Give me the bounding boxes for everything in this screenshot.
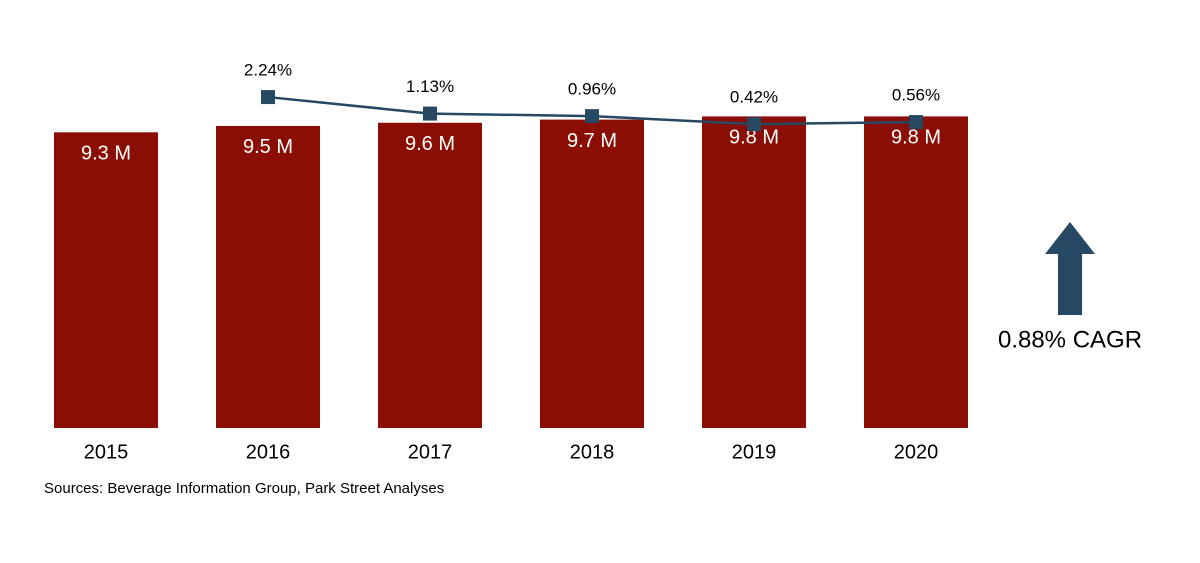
x-tick-label: 2020 xyxy=(894,441,939,463)
bar-value-label: 9.3 M xyxy=(81,143,131,165)
bar-value-label: 9.8 M xyxy=(891,127,941,149)
line-value-label: 0.42% xyxy=(730,88,778,107)
x-tick-label: 2016 xyxy=(246,441,291,463)
bar xyxy=(216,125,320,428)
bar-value-label: 9.8 M xyxy=(729,127,779,149)
line-marker xyxy=(261,90,275,105)
bar xyxy=(54,132,158,429)
cagr-annotation: 0.88% CAGR xyxy=(998,326,1142,353)
line-value-label: 1.13% xyxy=(406,77,454,96)
up-arrow xyxy=(1045,222,1095,315)
bar-value-label: 9.5 M xyxy=(243,136,293,158)
line-marker xyxy=(747,117,761,132)
line-marker xyxy=(909,115,923,130)
bar-value-label: 9.7 M xyxy=(567,130,617,152)
bar xyxy=(702,116,806,429)
bar-value-label: 9.6 M xyxy=(405,133,455,155)
line-value-label: 0.56% xyxy=(892,86,940,105)
line-marker xyxy=(585,109,599,124)
bar xyxy=(540,119,644,428)
x-tick-label: 2019 xyxy=(732,441,777,463)
x-tick-label: 2017 xyxy=(408,441,453,463)
line-marker xyxy=(423,106,437,121)
line-value-label: 2.24% xyxy=(244,61,292,80)
line-value-label: 0.96% xyxy=(568,80,616,99)
x-tick-label: 2015 xyxy=(84,441,129,463)
bar xyxy=(864,116,968,429)
bar xyxy=(378,122,482,429)
source-note: Sources: Beverage Information Group, Par… xyxy=(44,480,444,497)
x-tick-label: 2018 xyxy=(570,441,615,463)
